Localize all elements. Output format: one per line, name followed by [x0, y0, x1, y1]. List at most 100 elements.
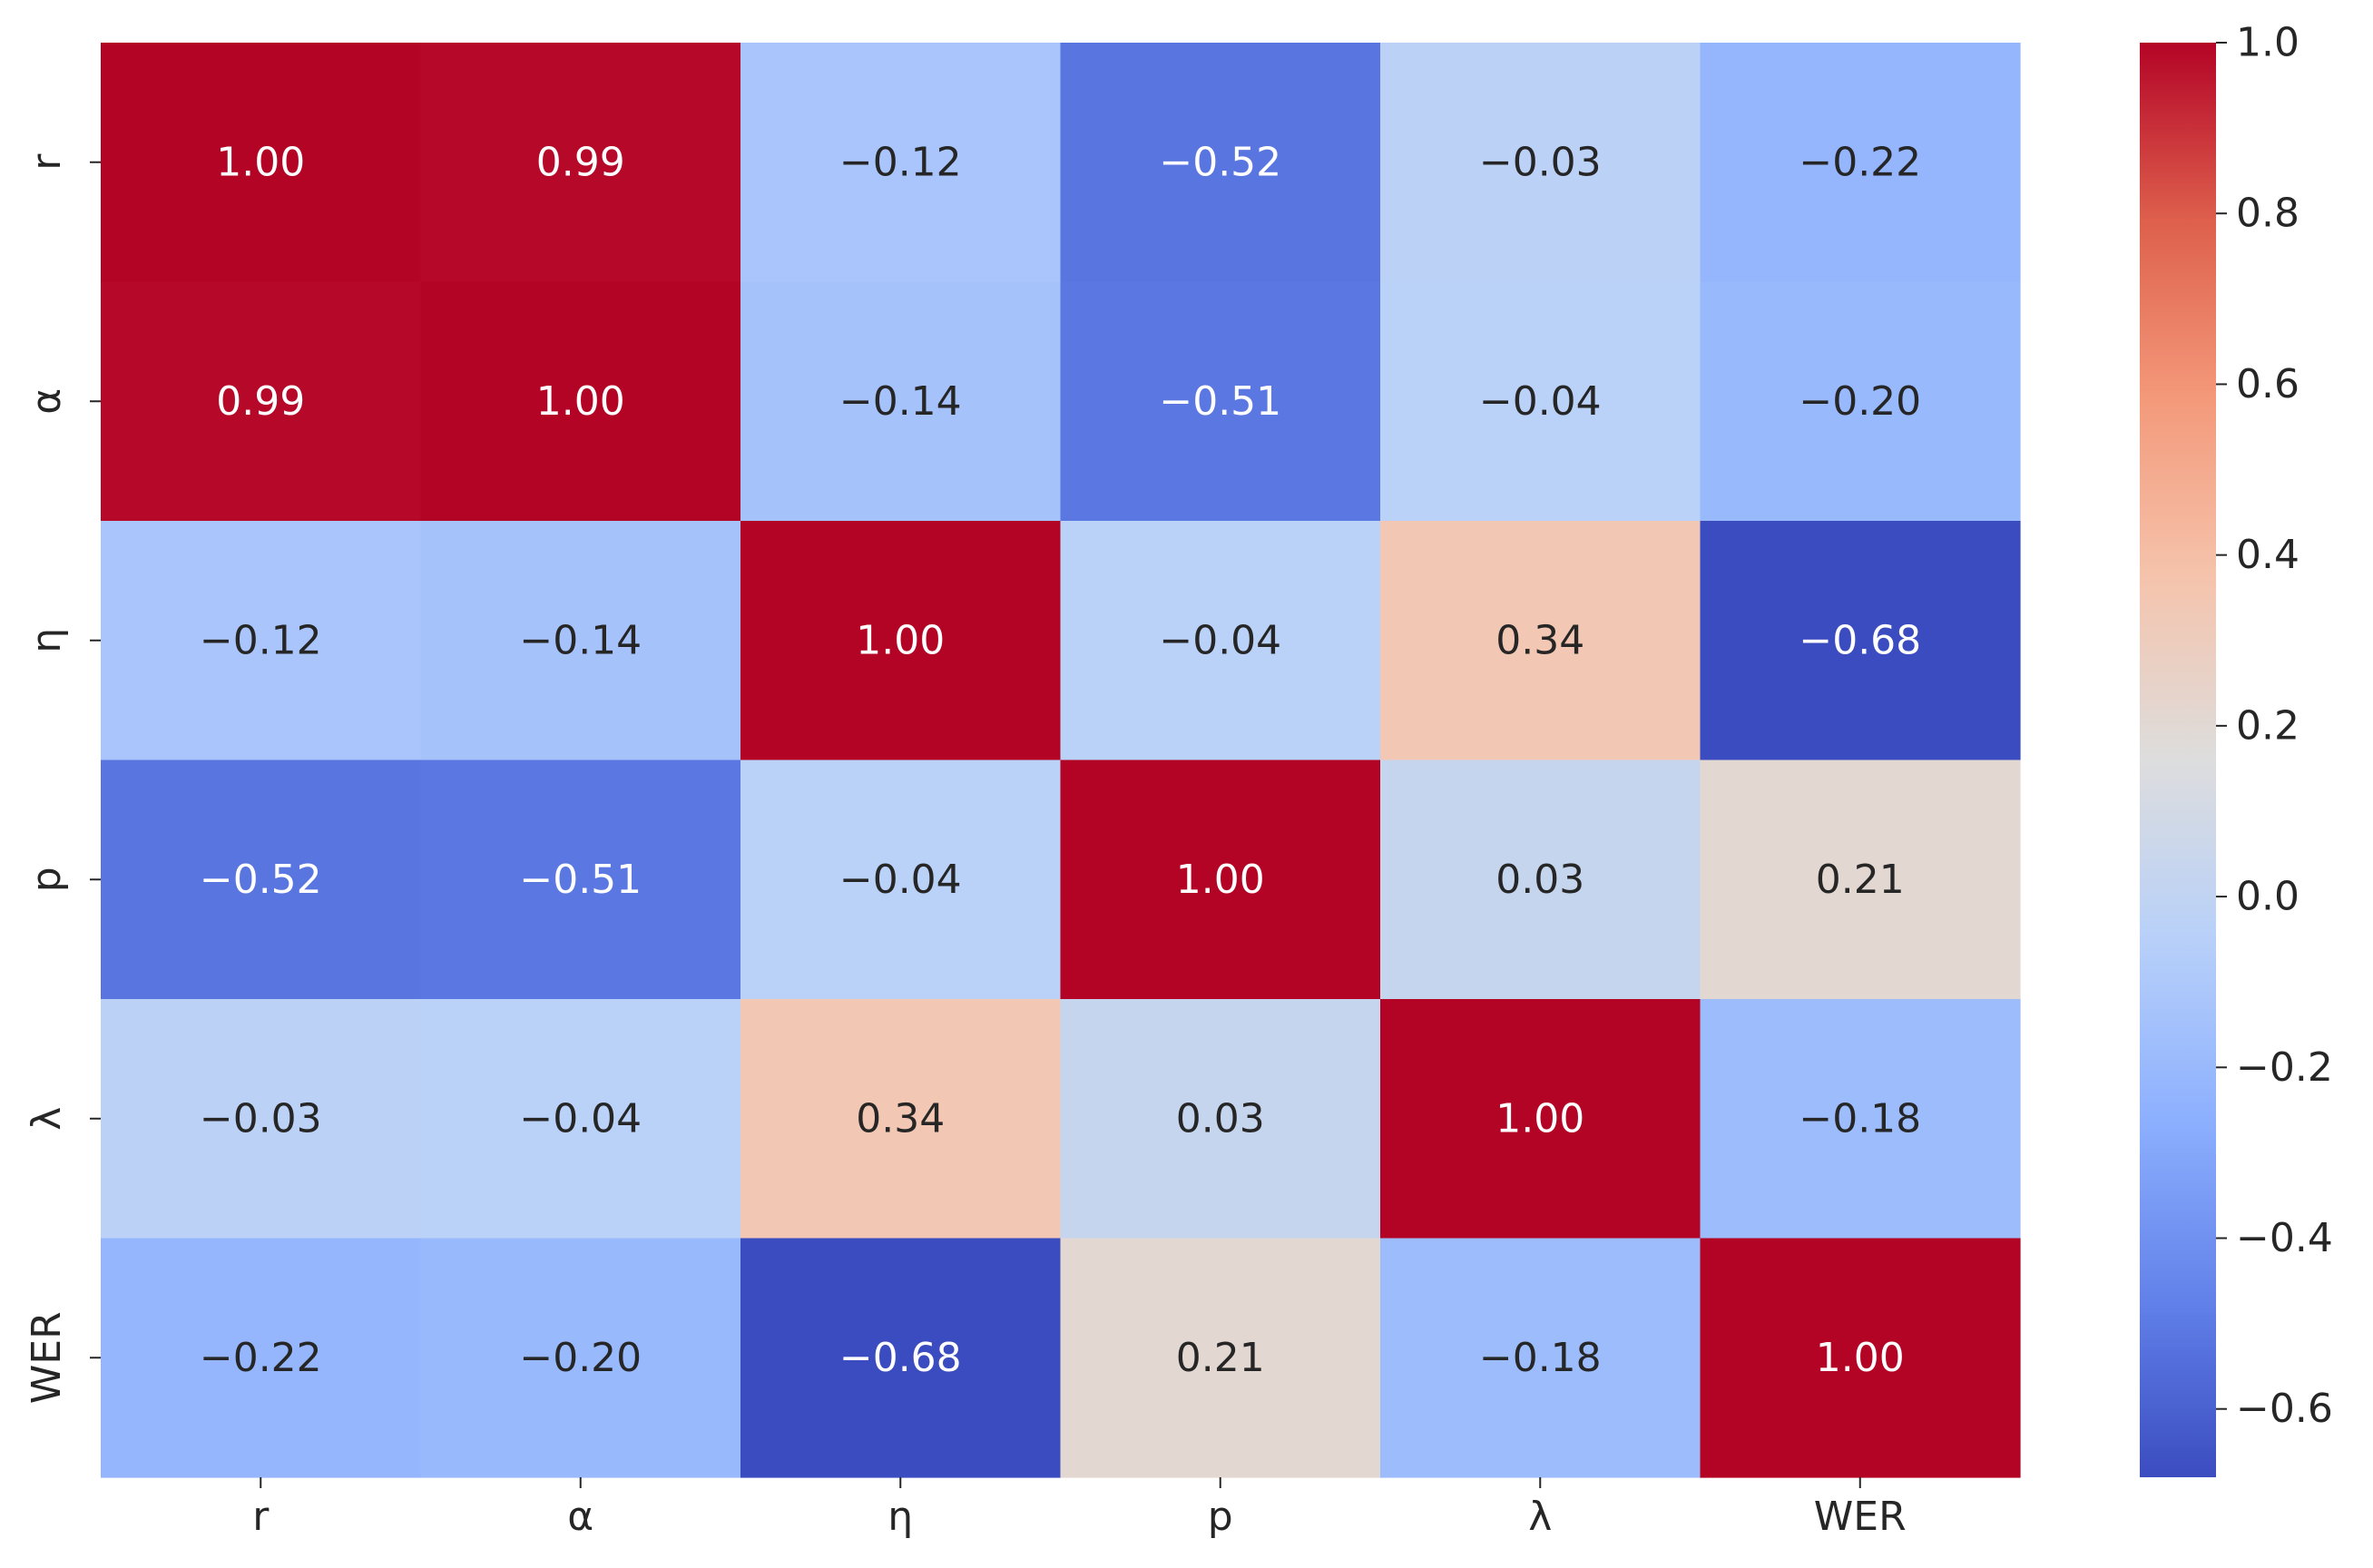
cell-value-label-0-5: −0.22	[1799, 139, 1921, 185]
cell-value-label-4-4: 1.00	[1495, 1095, 1584, 1142]
heatmap-cell-0-0	[101, 43, 422, 283]
y-tick-label-4: λ	[24, 1107, 70, 1131]
colorbar-tick-label-1: 0.8	[2236, 191, 2299, 237]
colorbar-gradient	[2140, 43, 2216, 1477]
heatmap-cell-5-5	[1700, 1238, 2021, 1478]
cell-value-label-3-2: −0.04	[839, 857, 962, 903]
heatmap-cell-5-3	[1060, 1238, 1381, 1478]
cell-value-label-5-4: −0.18	[1479, 1335, 1602, 1381]
y-axis: r α η p λ WER	[24, 153, 101, 1404]
heatmap-cell-3-4	[1380, 760, 1701, 1000]
x-tick-label-0: r	[252, 1494, 270, 1540]
cell-value-label-1-2: −0.14	[839, 378, 962, 425]
heatmap-cell-2-3	[1060, 521, 1381, 761]
heatmap-cell-5-0	[101, 1238, 422, 1478]
cell-value-label-3-5: 0.21	[1816, 857, 1905, 903]
heatmap-cell-2-0	[101, 521, 422, 761]
cell-value-label-3-1: −0.51	[519, 857, 642, 903]
cell-value-label-2-2: 1.00	[856, 617, 945, 663]
heatmap-cell-1-1	[420, 281, 741, 522]
x-tick-label-1: α	[567, 1494, 593, 1540]
colorbar-tick-label-6: −0.2	[2236, 1044, 2333, 1091]
cell-value-label-1-3: −0.51	[1159, 378, 1281, 425]
colorbar-tick-label-7: −0.4	[2236, 1215, 2333, 1261]
cell-value-label-2-3: −0.04	[1159, 617, 1281, 663]
cell-value-label-0-0: 1.00	[216, 139, 305, 185]
colorbar-tick-label-0: 1.0	[2236, 20, 2299, 66]
cell-value-label-0-2: −0.12	[839, 139, 962, 185]
heatmap-cell-0-4	[1380, 43, 1701, 283]
cell-value-label-0-3: −0.52	[1159, 139, 1281, 185]
heatmap-cell-4-5	[1700, 999, 2021, 1240]
y-tick-label-3: p	[24, 867, 70, 892]
colorbar-tick-label-8: −0.6	[2236, 1386, 2333, 1432]
y-tick-label-0: r	[24, 153, 70, 171]
heatmap-cell-1-3	[1060, 281, 1381, 522]
heatmap-cell-3-1	[420, 760, 741, 1000]
cell-value-label-3-4: 0.03	[1495, 857, 1584, 903]
colorbar-tick-label-2: 0.6	[2236, 361, 2299, 407]
cell-value-label-2-4: 0.34	[1495, 617, 1584, 663]
heatmap-cell-5-4	[1380, 1238, 1701, 1478]
colorbar: 1.0 0.8 0.6 0.4 0.2 0.0 −0.2 −0.4 −0.6	[2140, 20, 2333, 1477]
colorbar-tick-label-5: 0.0	[2236, 874, 2299, 920]
cell-value-label-2-5: −0.68	[1799, 617, 1921, 663]
heatmap-cell-0-5	[1700, 43, 2021, 283]
cell-value-label-5-2: −0.68	[839, 1335, 962, 1381]
x-tick-label-4: λ	[1528, 1494, 1552, 1540]
heatmap-cell-3-5	[1700, 760, 2021, 1000]
colorbar-tick-label-4: 0.2	[2236, 702, 2299, 749]
x-axis: r α η p λ WER	[252, 1477, 1907, 1540]
heatmap-cell-3-3	[1060, 760, 1381, 1000]
cell-value-label-2-1: −0.14	[519, 617, 642, 663]
heatmap-cell-3-2	[740, 760, 1062, 1000]
heatmap-cell-3-0	[101, 760, 422, 1000]
cell-value-label-5-3: 0.21	[1176, 1335, 1265, 1381]
y-tick-label-2: η	[24, 628, 70, 653]
heatmap-cell-1-0	[101, 281, 422, 522]
cell-value-label-4-1: −0.04	[519, 1095, 642, 1142]
x-tick-label-5: WER	[1814, 1494, 1907, 1540]
heatmap-cell-1-4	[1380, 281, 1701, 522]
colorbar-tick-label-3: 0.4	[2236, 532, 2299, 578]
cell-value-label-0-4: −0.03	[1479, 139, 1602, 185]
cell-value-label-5-1: −0.20	[519, 1335, 642, 1381]
cell-value-label-0-1: 0.99	[536, 139, 625, 185]
cell-value-label-3-3: 1.00	[1176, 857, 1265, 903]
heatmap-cell-4-0	[101, 999, 422, 1240]
heatmap-cell-2-5	[1700, 521, 2021, 761]
heatmap-cell-0-3	[1060, 43, 1381, 283]
cell-value-label-2-0: −0.12	[200, 617, 322, 663]
heatmap-cell-4-2	[740, 999, 1062, 1240]
cell-value-label-1-5: −0.20	[1799, 378, 1921, 425]
heatmap-cell-4-4	[1380, 999, 1701, 1240]
cell-value-label-4-5: −0.18	[1799, 1095, 1921, 1142]
cell-value-label-1-4: −0.04	[1479, 378, 1602, 425]
heatmap-cell-2-2	[740, 521, 1062, 761]
y-tick-label-5: WER	[24, 1311, 70, 1404]
cell-value-label-1-1: 1.00	[536, 378, 625, 425]
heatmap-cell-5-1	[420, 1238, 741, 1478]
heatmap-cell-4-1	[420, 999, 741, 1240]
y-tick-label-1: α	[24, 388, 70, 415]
heatmap-cell-5-2	[740, 1238, 1062, 1478]
heatmap-cell-labels: 1.00 0.99 −0.12 −0.52 −0.03 −0.22 0.99 1.00 −0.1…	[200, 139, 1921, 1381]
cell-value-label-3-0: −0.52	[200, 857, 322, 903]
heatmap-cells	[101, 43, 2021, 1478]
heatmap-cell-2-1	[420, 521, 741, 761]
heatmap-cell-4-3	[1060, 999, 1381, 1240]
cell-value-label-4-0: −0.03	[200, 1095, 322, 1142]
x-tick-label-2: η	[887, 1494, 913, 1540]
heatmap-cell-2-4	[1380, 521, 1701, 761]
heatmap-cell-0-2	[740, 43, 1062, 283]
cell-value-label-1-0: 0.99	[216, 378, 305, 425]
x-tick-label-3: p	[1208, 1494, 1233, 1540]
cell-value-label-5-5: 1.00	[1816, 1335, 1905, 1381]
heatmap-cell-0-1	[420, 43, 741, 283]
cell-value-label-4-2: 0.34	[856, 1095, 945, 1142]
cell-value-label-5-0: −0.22	[200, 1335, 322, 1381]
heatmap-cell-1-2	[740, 281, 1062, 522]
cell-value-label-4-3: 0.03	[1176, 1095, 1265, 1142]
heatmap-cell-1-5	[1700, 281, 2021, 522]
